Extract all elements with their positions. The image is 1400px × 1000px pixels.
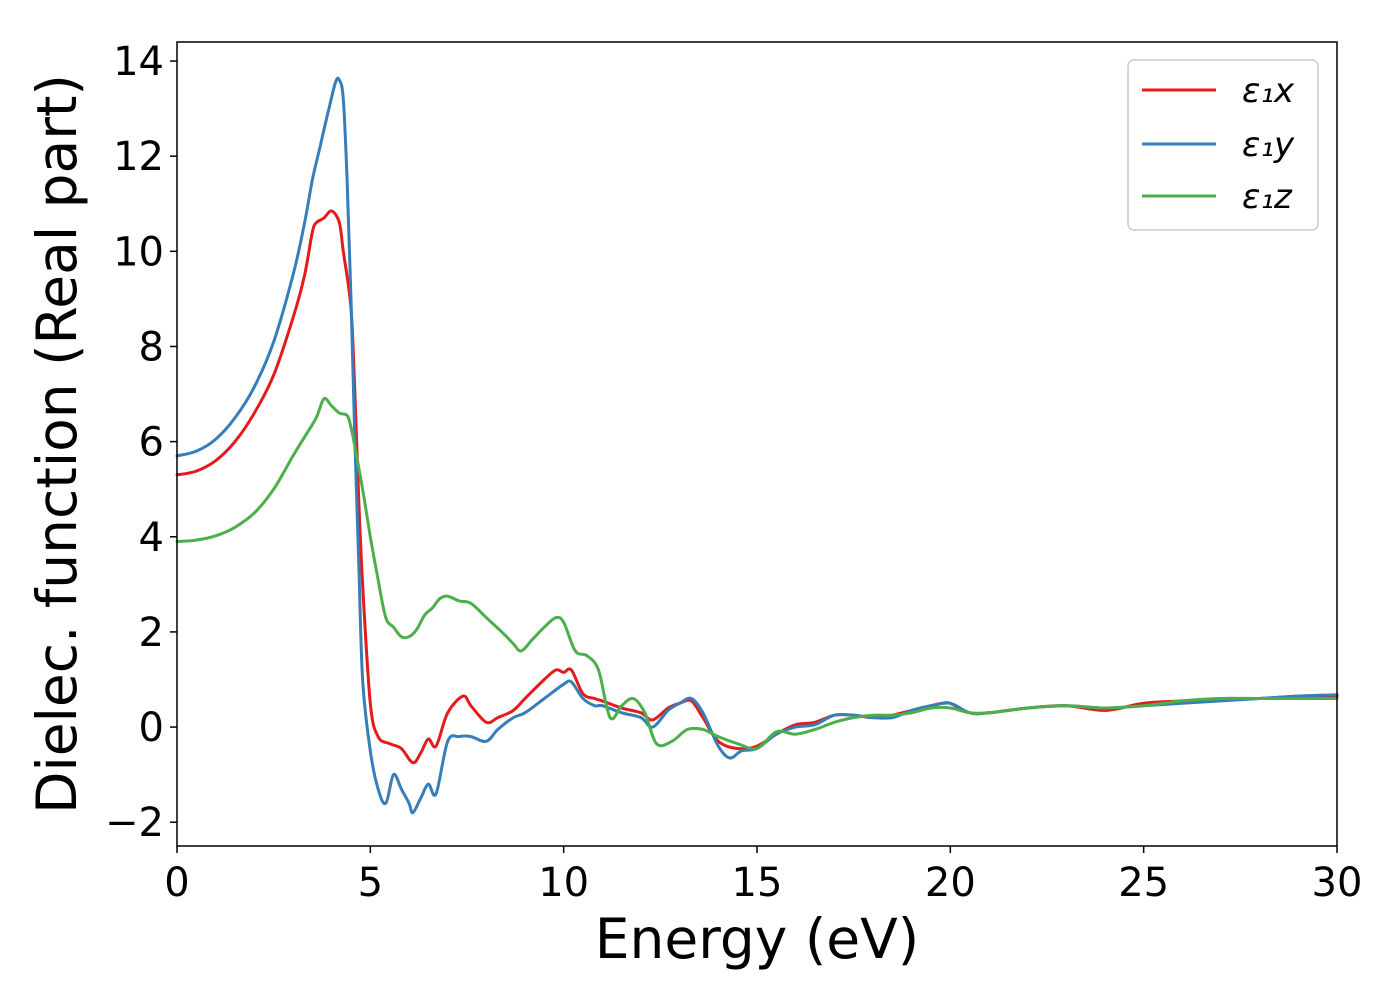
x-tick-label: 15 [732,860,783,906]
y-tick-label: −2 [105,800,164,846]
legend: ε₁x ε₁y ε₁z [1127,59,1319,231]
legend-label-z: ε₁z [1242,177,1293,217]
x-tick-label: 20 [925,860,976,906]
y-tick-label: 0 [139,705,164,751]
y-tick-label: 10 [113,229,164,275]
y-axis-ticks: −2 0 2 4 6 8 10 12 14 [105,39,177,846]
y-tick-label: 12 [113,134,164,180]
x-tick-label: 5 [358,860,383,906]
series-line-eps1-y [175,76,1339,815]
y-tick-label: 4 [139,515,164,561]
y-tick-label: 6 [139,420,164,466]
x-axis-title: Energy (eV) [595,907,919,971]
x-tick-label: 30 [1312,860,1363,906]
x-tick-label: 0 [164,860,189,906]
series-line-eps1-z [175,396,1339,751]
y-tick-label: 14 [113,39,164,85]
series-layer [175,76,1339,815]
legend-label-y: ε₁y [1242,125,1295,165]
x-tick-label: 10 [538,860,589,906]
x-axis-ticks: 0 5 10 15 20 25 30 [164,846,1362,906]
legend-box [1127,59,1319,231]
y-axis-title: Dielec. function (Real part) [25,74,89,814]
x-tick-label: 25 [1118,860,1169,906]
y-tick-label: 2 [139,610,164,656]
y-tick-label: 8 [139,324,164,370]
legend-label-x: ε₁x [1242,71,1295,111]
